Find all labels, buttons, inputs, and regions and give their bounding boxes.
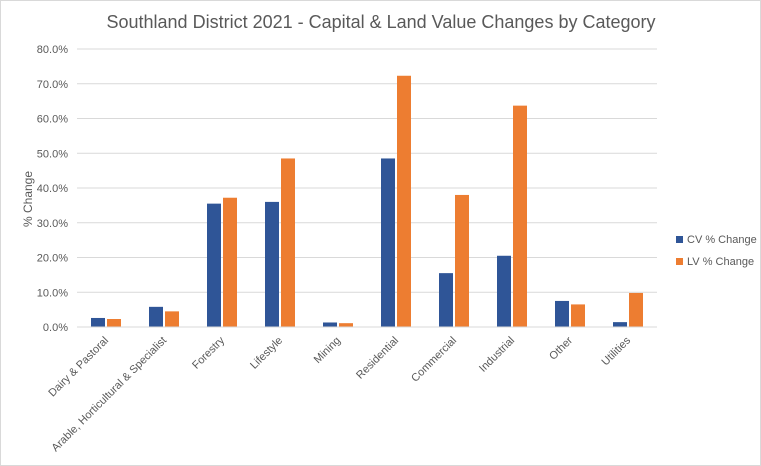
bar-lv-2 <box>223 197 237 327</box>
y-axis-title: % Change <box>21 171 35 227</box>
bar-cv-0 <box>91 317 105 327</box>
x-tick-label: Residential <box>354 335 401 382</box>
chart-title: Southland District 2021 - Capital & Land… <box>107 12 656 32</box>
legend: CV % Change LV % Change <box>676 234 757 268</box>
legend-swatch <box>676 236 683 243</box>
x-tick-label: Other <box>547 334 575 362</box>
y-tick-label: 50.0% <box>37 148 68 160</box>
x-tick-label: Arable, Horticultural & Specialist <box>50 335 170 455</box>
bar-lv-6 <box>455 194 469 327</box>
y-tick-label: 20.0% <box>37 253 68 265</box>
bar-lv-8 <box>571 304 585 327</box>
bar-cv-8 <box>555 300 569 327</box>
bar-cv-3 <box>265 201 279 327</box>
bar-lv-9 <box>629 292 643 327</box>
y-tick-label: 0.0% <box>43 322 68 334</box>
y-tick-label: 30.0% <box>37 218 68 230</box>
bar-lv-5 <box>397 75 411 327</box>
gridlines <box>77 48 657 293</box>
bar-lv-3 <box>281 158 295 327</box>
x-tick-label: Commercial <box>409 335 459 385</box>
y-tick-label: 70.0% <box>37 79 68 91</box>
bar-cv-4 <box>323 322 337 327</box>
y-axis-ticks: 0.0% 10.0% 20.0% 30.0% 40.0% 50.0% 60.0% 70.0% 8… <box>37 44 68 334</box>
x-tick-label: Utilities <box>600 334 634 368</box>
legend-label: LV % Change <box>687 256 754 268</box>
bar-lv-4 <box>339 323 353 327</box>
x-tick-label: Lifestyle <box>248 335 285 372</box>
y-tick-label: 60.0% <box>37 114 68 126</box>
y-tick-label: 40.0% <box>37 183 68 195</box>
bar-cv-5 <box>381 158 395 327</box>
bar-cv-6 <box>439 273 453 327</box>
x-tick-label: Dairy & Pastoral <box>46 335 111 400</box>
bar-cv-9 <box>613 322 627 327</box>
bars <box>91 75 643 327</box>
legend-label: CV % Change <box>687 234 757 246</box>
bar-cv-2 <box>207 203 221 327</box>
y-tick-label: 10.0% <box>37 287 68 299</box>
x-tick-label: Mining <box>312 335 343 366</box>
x-tick-label: Industrial <box>477 335 517 375</box>
bar-cv-7 <box>497 255 511 327</box>
bar-lv-7 <box>513 105 527 327</box>
bar-cv-1 <box>149 306 163 327</box>
bar-lv-1 <box>165 311 179 327</box>
y-tick-label: 80.0% <box>37 44 68 56</box>
bar-lv-0 <box>107 319 121 327</box>
x-tick-label: Forestry <box>190 334 227 371</box>
legend-swatch <box>676 258 683 265</box>
